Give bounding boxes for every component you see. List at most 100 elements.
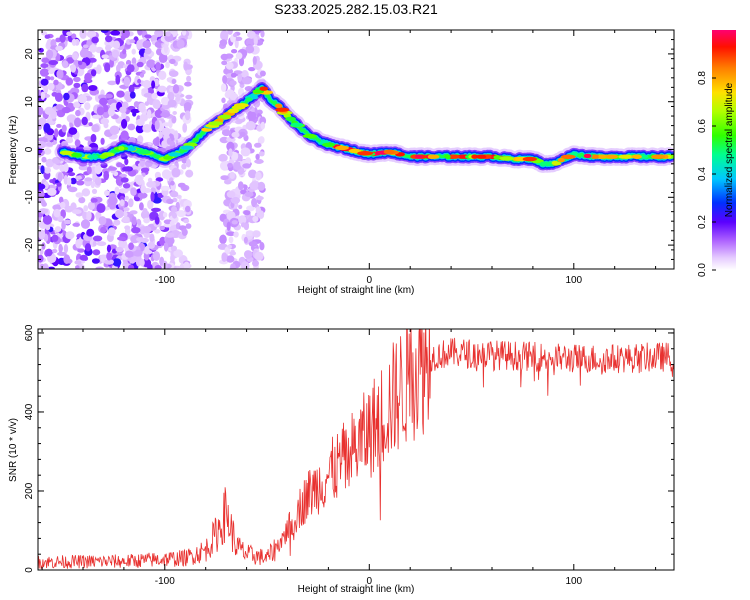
spectrogram-cell <box>161 122 171 127</box>
spectrogram-cell <box>183 219 190 224</box>
colorbar-label: Normalized spectral amplitude <box>724 82 735 217</box>
spectrogram-cell <box>76 180 85 186</box>
spectrogram-cell <box>73 101 81 109</box>
spectrogram-cell <box>47 187 57 196</box>
ridge-peak <box>651 154 666 159</box>
spectrogram-cell <box>226 255 235 263</box>
spectrogram-cell <box>74 139 81 147</box>
ridge-peak <box>618 154 633 159</box>
spectrogram-cell <box>142 40 152 49</box>
spectrogram-cell <box>56 182 62 187</box>
spectrogram-cell <box>66 114 77 123</box>
spectrogram-cell <box>40 78 49 86</box>
snr-y-ticks: 0 200 400 600 <box>24 324 674 573</box>
spectrogram-cell <box>122 183 131 189</box>
ridge-peak <box>583 153 592 159</box>
ridge-peak <box>493 155 502 160</box>
spectrogram-cell <box>165 232 175 238</box>
spectrogram-cell <box>110 30 121 36</box>
spectrogram-cell <box>165 31 171 37</box>
spectrogram-cell <box>256 196 264 201</box>
spectrogram-cell <box>140 185 147 194</box>
spectrogram-cell <box>71 38 77 46</box>
spectrogram-cell <box>38 254 44 263</box>
spectrogram-cell <box>130 187 137 196</box>
spectrogram-cell <box>38 124 43 130</box>
spectrogram-cell <box>219 39 228 46</box>
snr-panel: -100 0 100 0 200 400 600 Height of straight l… <box>8 324 675 595</box>
spectrogram-cell <box>238 56 245 67</box>
spectrogram-cell <box>158 70 167 81</box>
figure-title: S233.2025.282.15.03.R21 <box>274 1 438 17</box>
spectrogram-cell <box>181 30 187 36</box>
spectrogram-cell <box>120 177 129 183</box>
spectrogram-cell <box>137 192 148 199</box>
spectrogram-cell <box>244 191 254 197</box>
ridge-peak <box>138 149 151 155</box>
spectrogram-cell <box>185 94 193 100</box>
spectrogram-cell <box>135 124 145 134</box>
spectrogram-cell <box>60 201 66 209</box>
spectrogram-cell <box>233 161 242 171</box>
spectrogram-cell <box>142 208 148 214</box>
ridge-peak <box>73 153 83 158</box>
spectrogram-cell <box>184 64 193 70</box>
spectrogram-cell <box>91 124 100 133</box>
ridge-peak <box>180 145 195 150</box>
spectrogram-cell <box>96 241 107 247</box>
snr-frame <box>37 328 675 571</box>
spectrogram-cell <box>96 106 105 116</box>
spectrogram-cell <box>81 188 91 197</box>
spectrogram-cell <box>131 57 137 65</box>
spectrogram-cell <box>248 67 256 72</box>
spectrogram-cell <box>100 137 105 145</box>
spectrogram-cell <box>221 252 228 262</box>
ridge-peak <box>168 152 182 157</box>
colorbar-tick-label: 0.2 <box>697 215 708 229</box>
spectrogram-cell <box>63 244 69 254</box>
spectrogram-cell <box>162 127 171 137</box>
spectrogram-cell <box>57 215 64 223</box>
spectrogram-cell <box>222 75 228 84</box>
spectrogram-cell <box>71 33 77 39</box>
ridge-peak <box>128 146 137 152</box>
spectrogram-cell <box>233 231 239 238</box>
spectrogram-cell <box>252 216 259 222</box>
spectrogram-cell <box>71 52 79 61</box>
spectrogram-cell <box>165 236 175 245</box>
spectrogram-cell <box>228 236 234 244</box>
spectrogram-cell <box>109 125 120 135</box>
spectrogram-cell <box>82 44 89 49</box>
spectrogram-cell <box>116 90 125 98</box>
spectrogram-cell <box>248 169 257 179</box>
spectrogram-cell <box>163 242 169 252</box>
spectrogram-cell <box>64 219 71 225</box>
spectrogram-cell <box>143 225 152 234</box>
snr-x-label: Height of straight line (km) <box>298 584 415 595</box>
y-tick-label: 10 <box>24 96 35 108</box>
spectrogram-cell <box>91 258 100 264</box>
spectrogram-cell <box>131 227 141 234</box>
spectrogram-y-ticks: -20 -10 0 10 20 <box>24 29 674 270</box>
spectrogram-cell <box>175 93 181 102</box>
spectrogram-cell <box>70 64 77 73</box>
spectrogram-cell <box>258 151 265 157</box>
spectrogram-cell <box>128 198 134 208</box>
spectrogram-cell <box>122 216 130 223</box>
spectrogram-cell <box>161 169 172 179</box>
spectrogram-cell <box>94 176 102 186</box>
spectrogram-cell <box>53 208 61 218</box>
spectrogram-cell <box>151 92 158 100</box>
spectrogram-cell <box>252 260 259 267</box>
ridge-peak <box>322 142 336 147</box>
spectrogram-cell <box>176 39 185 49</box>
spectrogram-cell <box>247 111 254 121</box>
spectrogram-cell <box>65 77 74 86</box>
spectrogram-cell <box>245 45 255 54</box>
snr-x-ticks: -100 0 100 <box>41 329 657 587</box>
spectrogram-cell <box>77 248 85 253</box>
spectrogram-cell <box>51 248 58 254</box>
spectrogram-cell <box>103 170 110 181</box>
spectrogram-cell <box>40 165 45 175</box>
spectrogram-cell <box>239 131 246 137</box>
